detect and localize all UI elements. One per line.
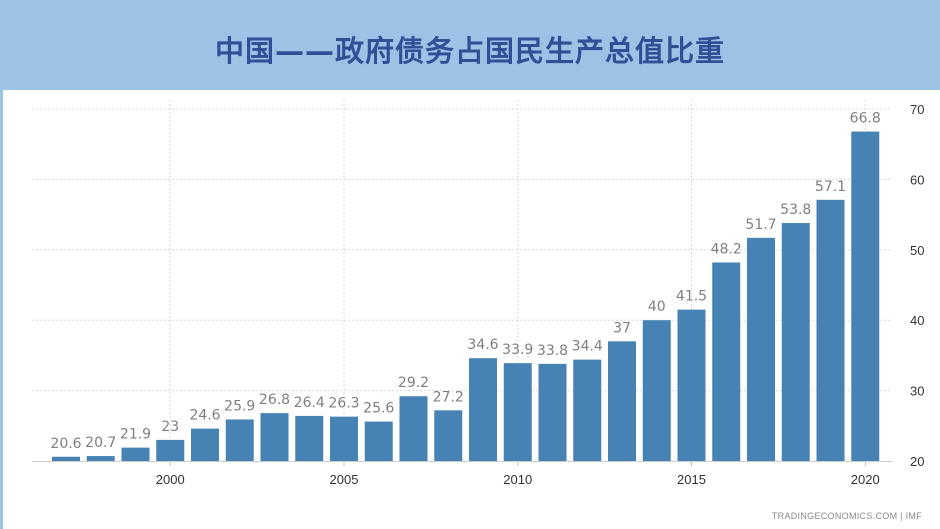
bar xyxy=(434,410,463,461)
bar xyxy=(260,413,289,461)
y-tick-label: 50 xyxy=(910,243,924,258)
x-tick-label: 2000 xyxy=(156,472,185,487)
bar xyxy=(642,320,671,461)
bar xyxy=(469,358,497,461)
y-tick-label: 60 xyxy=(910,172,924,187)
bar xyxy=(816,199,845,462)
data-label: 34.6 xyxy=(467,337,498,353)
bar xyxy=(191,428,219,461)
data-label: 34.4 xyxy=(572,339,603,355)
bar xyxy=(52,456,80,461)
bar xyxy=(677,309,706,461)
data-label: 21.9 xyxy=(120,427,151,443)
bar xyxy=(608,341,636,461)
x-tick-label: 2015 xyxy=(677,472,706,487)
data-label: 26.4 xyxy=(294,395,325,411)
x-tick-label: 2020 xyxy=(851,472,880,487)
data-label: 25.9 xyxy=(224,398,255,414)
bar xyxy=(573,359,602,461)
data-label: 24.6 xyxy=(189,408,220,424)
y-tick-label: 70 xyxy=(910,102,924,117)
x-tick-label: 2010 xyxy=(503,472,532,487)
bar xyxy=(538,363,567,461)
bar xyxy=(86,456,115,461)
bar xyxy=(781,223,810,461)
y-tick-label: 40 xyxy=(910,313,924,328)
data-label: 29.2 xyxy=(398,375,429,391)
bar xyxy=(851,131,880,461)
bar xyxy=(225,419,254,461)
data-label: 25.6 xyxy=(363,401,394,417)
bar xyxy=(156,439,185,461)
bar xyxy=(364,421,393,461)
data-label: 66.8 xyxy=(850,111,881,127)
bar xyxy=(330,416,358,461)
data-label: 33.9 xyxy=(502,342,533,358)
x-tick-label: 2005 xyxy=(330,472,359,487)
bar xyxy=(503,363,532,461)
data-label: 37 xyxy=(613,320,631,336)
data-label: 41.5 xyxy=(676,289,707,305)
bar xyxy=(712,262,741,461)
data-label: 20.6 xyxy=(50,436,81,452)
data-label: 33.8 xyxy=(537,343,568,359)
bar xyxy=(121,447,150,461)
data-label: 26.3 xyxy=(328,396,359,412)
data-label: 40 xyxy=(648,299,666,315)
data-label: 27.2 xyxy=(433,389,464,405)
data-label: 53.8 xyxy=(780,202,811,218)
data-label: 48.2 xyxy=(711,241,742,257)
bar xyxy=(399,396,428,461)
data-label: 23 xyxy=(161,419,179,435)
source-credit: TRADINGECONOMICS.COM | IMF xyxy=(771,511,922,521)
header-banner xyxy=(0,0,940,90)
panel-border xyxy=(0,90,3,529)
y-tick-label: 20 xyxy=(910,454,924,469)
data-label: 20.7 xyxy=(85,435,116,451)
data-label: 26.8 xyxy=(259,392,290,408)
data-label: 57.1 xyxy=(815,179,846,195)
page-title: 中国——政府债务占国民生产总值比重 xyxy=(214,34,725,68)
bar xyxy=(747,237,775,461)
data-label: 51.7 xyxy=(745,217,776,233)
y-tick-label: 30 xyxy=(910,384,924,399)
bar xyxy=(295,415,324,461)
